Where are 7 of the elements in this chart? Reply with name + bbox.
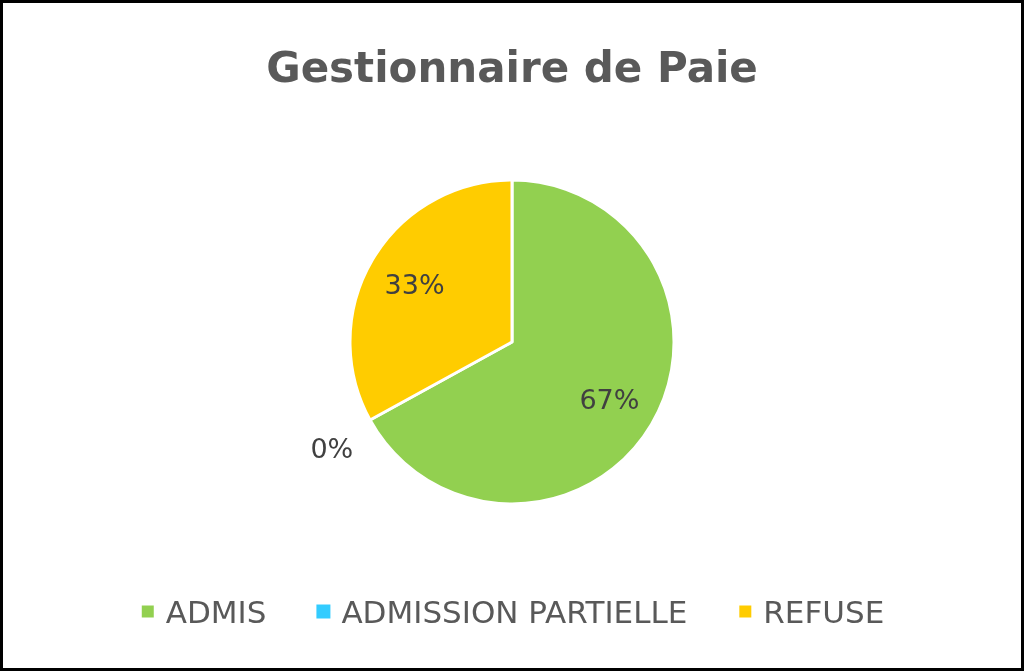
legend-label: REFUSE [763,593,885,630]
chart-title: Gestionnaire de Paie [266,42,758,92]
legend-label: ADMIS [165,593,267,630]
legend-label: ADMISSION PARTIELLE [341,593,688,630]
text: 0% [310,433,354,465]
data-label: 67% [579,384,640,416]
data-label: 33% [384,268,445,300]
